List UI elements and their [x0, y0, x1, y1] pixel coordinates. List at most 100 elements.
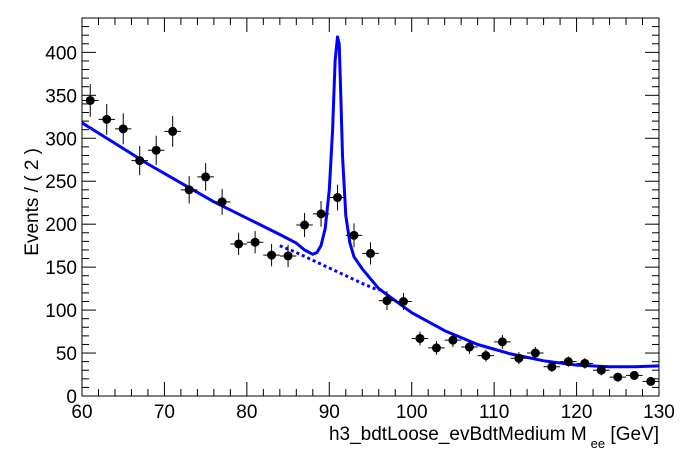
data-point [345, 223, 363, 248]
y-tick-label: 100 [45, 301, 77, 322]
data-point [477, 349, 495, 362]
data-point [296, 213, 313, 238]
data-marker [151, 145, 161, 155]
tick-labels: 60 70 80 90 100 110 120 130 0 50 100 150 200 250 300 35… [45, 43, 675, 423]
data-point [114, 113, 132, 145]
plot-frame [81, 17, 660, 397]
data-marker [267, 250, 277, 260]
data-marker [234, 239, 244, 249]
data-point [609, 372, 627, 382]
data-marker [135, 156, 145, 166]
data-marker [629, 370, 639, 380]
data-marker [514, 353, 524, 363]
data-marker [217, 197, 227, 207]
data-marker [646, 376, 656, 386]
data-point [576, 358, 594, 369]
x-tick-label: 70 [154, 402, 175, 423]
data-point [593, 365, 610, 376]
data-point [428, 341, 445, 355]
data-marker [431, 343, 441, 353]
y-tick-label: 200 [45, 215, 77, 236]
data-marker [85, 95, 95, 105]
data-point [510, 352, 528, 365]
data-marker [596, 365, 606, 375]
y-axis-title: Events / ( 2 ) [22, 148, 43, 256]
data-point [213, 188, 231, 215]
data-point [131, 146, 148, 176]
x-tick-label: 110 [479, 402, 509, 423]
data-point [560, 356, 577, 367]
data-marker [398, 297, 408, 306]
data-point [378, 291, 396, 311]
y-tick-label: 0 [66, 387, 77, 408]
data-point [461, 340, 478, 354]
data-marker [580, 358, 590, 368]
fit-curve [81, 35, 660, 369]
data-point [642, 376, 659, 386]
data-point [279, 244, 297, 268]
data-marker [250, 237, 260, 247]
data-point [98, 103, 115, 135]
data-point [494, 335, 511, 349]
data-point [329, 184, 346, 211]
data-marker [464, 342, 474, 352]
data-marker [547, 362, 557, 372]
background-curve [279, 244, 380, 292]
data-point [527, 347, 544, 360]
data-marker [349, 230, 359, 240]
data-point [411, 331, 429, 346]
data-marker [168, 126, 178, 136]
data-point [230, 232, 247, 256]
x-tick-label: 100 [396, 402, 428, 423]
data-marker [201, 172, 211, 182]
data-marker [497, 337, 507, 347]
y-tick-label: 300 [45, 129, 77, 150]
data-point [263, 243, 280, 267]
y-tick-label: 50 [56, 344, 77, 365]
data-point [197, 163, 214, 191]
y-tick-label: 250 [45, 172, 77, 193]
data-point [246, 231, 264, 254]
data-marker [530, 348, 540, 358]
data-point [543, 361, 561, 372]
data-marker [300, 220, 310, 230]
data-marker [563, 357, 573, 367]
data-marker [366, 248, 375, 258]
data-marker [481, 351, 491, 361]
x-tick-label: 130 [643, 402, 675, 423]
x-axis-title-unit: [GeV] [605, 424, 659, 445]
data-point [444, 333, 462, 348]
data-marker [102, 114, 112, 124]
data-marker [333, 193, 343, 203]
x-axis-title-sub: ee [591, 436, 605, 451]
data-marker [118, 124, 128, 134]
x-axis-title-main: h3_bdtLoose_evBdtMedium M [329, 424, 587, 445]
y-tick-label: 350 [45, 86, 77, 107]
x-tick-label: 90 [319, 402, 340, 423]
y-tick-label: 400 [45, 43, 77, 64]
data-point [395, 292, 412, 311]
data-marker [316, 209, 326, 219]
data-point [82, 84, 99, 117]
data-marker [382, 296, 392, 306]
x-tick-label: 60 [71, 402, 92, 423]
fit-curves [81, 35, 660, 369]
y-tick-label: 150 [45, 258, 77, 279]
data-marker [415, 333, 425, 343]
data-point [362, 242, 379, 265]
axis-ticks [81, 17, 660, 397]
data-point [164, 115, 181, 147]
data-point [626, 370, 643, 380]
data-marker [448, 335, 458, 345]
data-point [147, 135, 165, 165]
data-marker [283, 251, 293, 261]
data-point [312, 200, 330, 227]
x-tick-label: 120 [561, 402, 593, 423]
data-marker [613, 372, 623, 382]
data-points [82, 84, 659, 386]
x-axis-title: h3_bdtLoose_evBdtMedium M ee [GeV] [329, 424, 659, 451]
data-marker [184, 185, 194, 195]
data-point [180, 176, 198, 204]
x-tick-label: 80 [236, 402, 257, 423]
